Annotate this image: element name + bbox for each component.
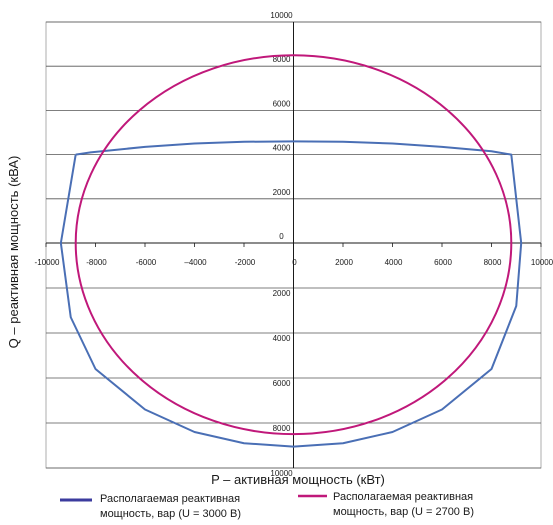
y-tick-labels: 0 2000 4000 6000 8000 10000 2000 4000 6000 8000 10… <box>270 11 293 478</box>
y-tick-label: 10000 <box>270 11 293 20</box>
x-tick-label: -10000 <box>35 258 60 267</box>
x-tick-label: 8000 <box>484 258 502 267</box>
x-tick-label: 4000 <box>385 258 403 267</box>
legend-label-2700v-line1: Располагаемая реактивная <box>333 491 473 503</box>
y-tick-label: 8000 <box>273 55 291 64</box>
y-tick-label: 8000 <box>273 424 291 433</box>
legend-label-3000v-line1: Располагаемая реактивная <box>100 493 240 505</box>
series-3000v-line <box>59 140 523 448</box>
legend-label-2700v-line2: мощность, вар (U = 2700 В) <box>333 506 474 518</box>
x-tick-label: 10000 <box>531 258 553 267</box>
y-tick-label: 6000 <box>273 379 291 388</box>
legend-label-3000v-line2: мощность, вар (U = 3000 В) <box>100 508 241 520</box>
y-tick-label: 2000 <box>273 289 291 298</box>
x-tick-label: -2000 <box>235 258 256 267</box>
x-tick-label: 6000 <box>434 258 452 267</box>
x-axis-label: P – активная мощность (кВт) <box>211 472 385 487</box>
legend: Располагаемая реактивная мощность, вар (… <box>60 491 474 520</box>
y-tick-label: 6000 <box>273 99 291 108</box>
x-tick-labels: -10000 -8000 -6000 –4000 -2000 0 2000 4000 6000 8… <box>35 243 553 267</box>
x-tick-label: 2000 <box>335 258 353 267</box>
x-tick-label: –4000 <box>184 258 207 267</box>
series-group <box>59 54 523 448</box>
x-tick-label: -8000 <box>86 258 107 267</box>
y-tick-label: 10000 <box>270 469 293 478</box>
y-tick-label: 0 <box>279 232 284 241</box>
y-tick-label: 4000 <box>273 334 291 343</box>
x-tick-label: 0 <box>292 258 297 267</box>
y-axis-label: Q – реактивная мощность (кВА) <box>6 156 21 349</box>
x-tick-label: -6000 <box>136 258 157 267</box>
y-tick-label: 4000 <box>273 144 291 153</box>
series-2700v-ellipse <box>74 54 513 436</box>
y-tick-label: 2000 <box>273 188 291 197</box>
